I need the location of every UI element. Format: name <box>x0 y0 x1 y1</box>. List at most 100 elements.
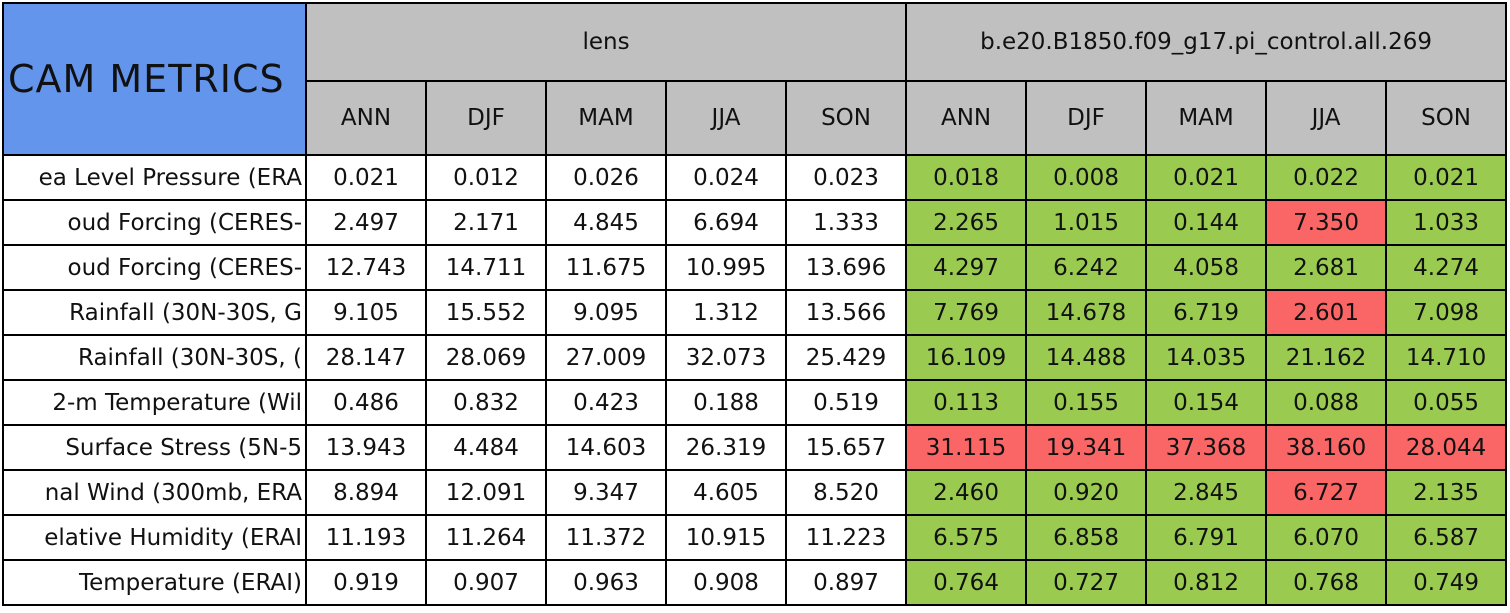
cell: 26.319 <box>665 424 787 471</box>
cell: 0.908 <box>665 559 787 606</box>
cell: 19.341 <box>1025 424 1148 471</box>
cell: 2.171 <box>425 199 547 246</box>
cell: 15.657 <box>784 424 908 471</box>
cell: 6.070 <box>1265 514 1388 561</box>
row-label: oud Forcing (CERES- <box>2 244 307 291</box>
cell: 0.749 <box>1385 559 1508 606</box>
cell: 0.018 <box>905 154 1028 201</box>
cell: 2.845 <box>1145 469 1268 516</box>
cell: 0.022 <box>1265 154 1388 201</box>
cell: 16.109 <box>905 334 1028 381</box>
cell: 4.297 <box>905 244 1028 291</box>
column-header: DJF <box>1025 80 1148 156</box>
row-label-text: elative Humidity (ERAI <box>44 524 302 551</box>
cell: 9.095 <box>545 289 667 336</box>
cell: 1.312 <box>665 289 787 336</box>
row-label: 2-m Temperature (Wil <box>2 379 307 426</box>
row-label: elative Humidity (ERAI <box>2 514 307 561</box>
row-label-text: oud Forcing (CERES- <box>67 209 303 236</box>
cell: 10.915 <box>665 514 787 561</box>
corner-title: CAM METRICS <box>2 2 307 156</box>
cell: 11.675 <box>545 244 667 291</box>
row-label: Rainfall (30N-30S, G <box>2 289 307 336</box>
cell: 2.497 <box>305 199 427 246</box>
data-row: elative Humidity (ERAI 11.193 11.264 11.372… <box>2 514 1508 561</box>
cell: 15.552 <box>425 289 547 336</box>
cell: 14.035 <box>1145 334 1268 381</box>
row-label-text: nal Wind (300mb, ERA <box>44 479 302 506</box>
cell: 25.429 <box>784 334 908 381</box>
cell: 4.274 <box>1385 244 1508 291</box>
cell: 7.098 <box>1385 289 1508 336</box>
cell: 0.021 <box>1385 154 1508 201</box>
cell: 0.486 <box>305 379 427 426</box>
cell: 0.188 <box>665 379 787 426</box>
data-row: 2-m Temperature (Wil 0.486 0.832 0.423 0.188… <box>2 379 1508 426</box>
cell: 12.743 <box>305 244 427 291</box>
cell: 1.033 <box>1385 199 1508 246</box>
cell: 0.812 <box>1145 559 1268 606</box>
cell: 6.858 <box>1025 514 1148 561</box>
cell: 0.155 <box>1025 379 1148 426</box>
data-row: oud Forcing (CERES- 2.497 2.171 4.845 6.694 1… <box>2 199 1508 246</box>
cell: 14.710 <box>1385 334 1508 381</box>
cell: 12.091 <box>425 469 547 516</box>
cell: 6.694 <box>665 199 787 246</box>
cell: 11.372 <box>545 514 667 561</box>
cell: 6.719 <box>1145 289 1268 336</box>
cell: 0.963 <box>545 559 667 606</box>
cell: 13.696 <box>784 244 908 291</box>
data-row: nal Wind (300mb, ERA 8.894 12.091 9.347 4.60… <box>2 469 1508 516</box>
data-row: Surface Stress (5N-5 13.943 4.484 14.603 26.… <box>2 424 1508 471</box>
cell: 2.135 <box>1385 469 1508 516</box>
cell: 0.727 <box>1025 559 1148 606</box>
cell: 14.488 <box>1025 334 1148 381</box>
cell: 38.160 <box>1265 424 1388 471</box>
cell: 2.681 <box>1265 244 1388 291</box>
cell: 10.995 <box>665 244 787 291</box>
cell: 32.073 <box>665 334 787 381</box>
row-label: Surface Stress (5N-5 <box>2 424 307 471</box>
cell: 31.115 <box>905 424 1028 471</box>
header-row: ANN DJF MAM JJA SON ANN DJF MAM JJA SON <box>3 80 1508 156</box>
column-header: MAM <box>1145 80 1268 156</box>
column-header: MAM <box>545 80 667 156</box>
cell: 0.154 <box>1145 379 1268 426</box>
cell: 4.058 <box>1145 244 1268 291</box>
row-label-text: Surface Stress (5N-5 <box>65 434 302 461</box>
cell: 28.044 <box>1385 424 1508 471</box>
column-header: SON <box>1385 80 1508 156</box>
cell: 0.897 <box>784 559 908 606</box>
cell: 0.919 <box>305 559 427 606</box>
cell: 0.764 <box>905 559 1028 606</box>
column-header: JJA <box>665 80 787 156</box>
row-label-text: ea Level Pressure (ERA <box>38 164 302 191</box>
cell: 6.242 <box>1025 244 1148 291</box>
cell: 13.566 <box>784 289 908 336</box>
column-header: DJF <box>425 80 547 156</box>
cell: 8.894 <box>305 469 427 516</box>
cell: 7.769 <box>905 289 1028 336</box>
cell: 0.023 <box>784 154 908 201</box>
data-row: Rainfall (30N-30S, (28.147 28.069 27.009 32… <box>2 334 1508 381</box>
cell: 2.601 <box>1265 289 1388 336</box>
row-label-text: Temperature (ERAI) <box>78 569 302 596</box>
cell: 4.605 <box>665 469 787 516</box>
cell: 0.024 <box>665 154 787 201</box>
cell: 9.347 <box>545 469 667 516</box>
cell: 8.520 <box>784 469 908 516</box>
cell: 6.791 <box>1145 514 1268 561</box>
cell: 27.009 <box>545 334 667 381</box>
cell: 14.603 <box>545 424 667 471</box>
cell: 28.147 <box>305 334 427 381</box>
cell: 0.021 <box>1145 154 1268 201</box>
cell: 0.423 <box>545 379 667 426</box>
cell: 4.484 <box>425 424 547 471</box>
cell: 14.678 <box>1025 289 1148 336</box>
cell: 1.015 <box>1025 199 1148 246</box>
cell: 37.368 <box>1145 424 1268 471</box>
cell: 21.162 <box>1265 334 1388 381</box>
column-header: ANN <box>305 80 427 156</box>
cell: 14.711 <box>425 244 547 291</box>
cell: 0.768 <box>1265 559 1388 606</box>
